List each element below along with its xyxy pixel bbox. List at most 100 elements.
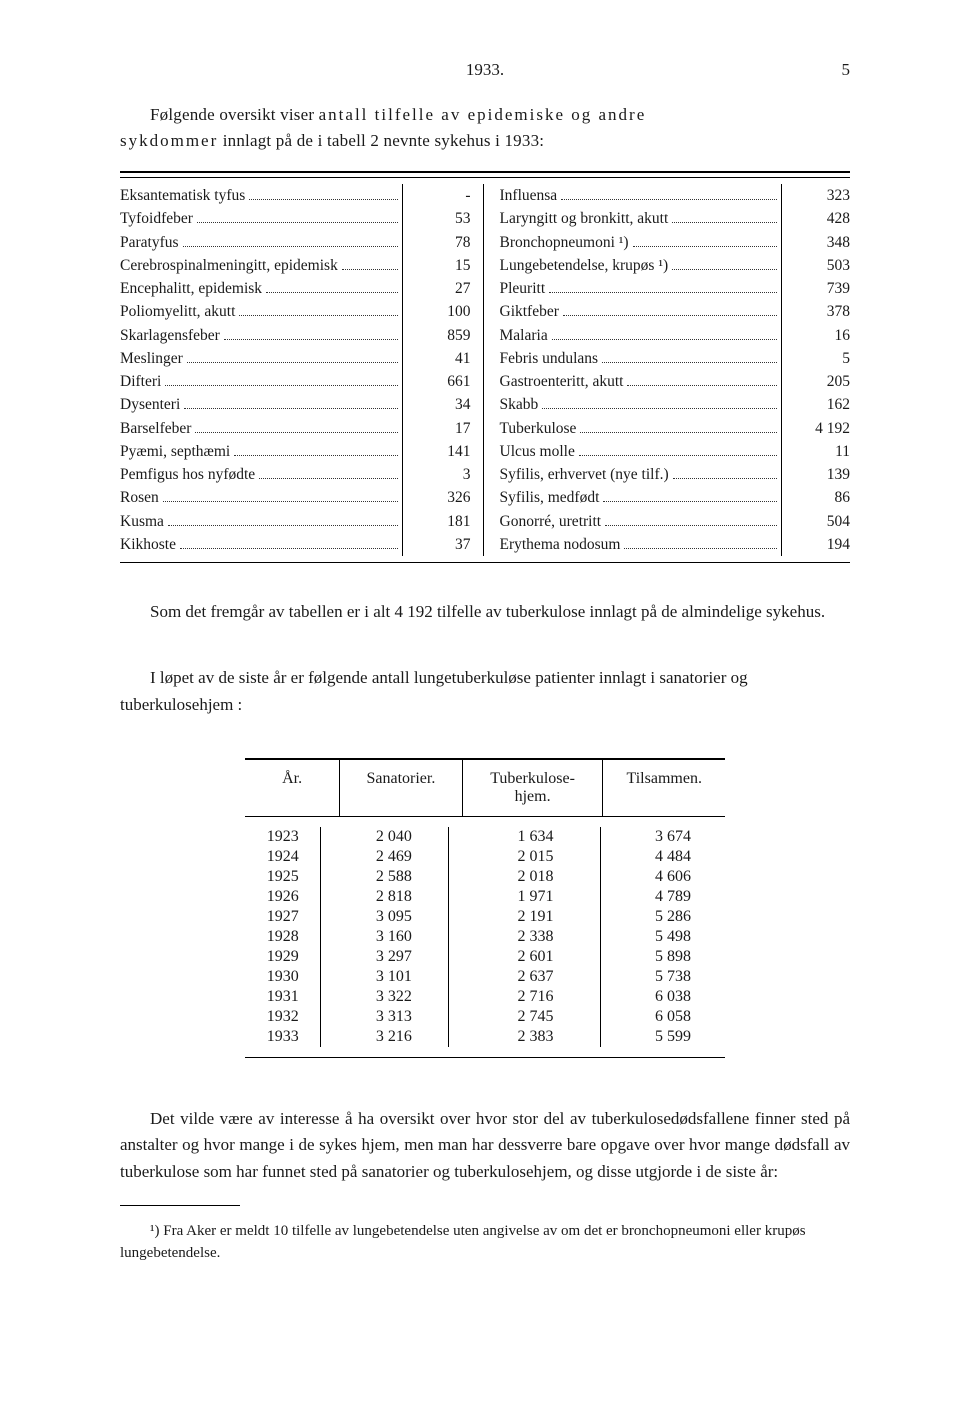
leader-dots [234, 455, 397, 456]
cell-tub: 1 634 [449, 827, 601, 847]
disease-name: Paratyfus [120, 231, 179, 254]
sanatorier-table: År. Sanatorier. Tuberkulose- hjem. Tilsa… [245, 758, 725, 1058]
disease-name: Tuberkulose [500, 417, 577, 440]
disease-row: Influensa323 [500, 184, 851, 207]
leader-dots [342, 269, 398, 270]
disease-name: Gonorré, uretritt [500, 510, 602, 533]
disease-value: 11 [781, 440, 850, 463]
leader-dots [633, 246, 777, 247]
page-header: 1933. 5 [120, 60, 850, 80]
disease-row: Malaria16 [500, 324, 851, 347]
cell-year: 1931 [245, 987, 321, 1007]
cell-year: 1927 [245, 907, 321, 927]
leader-dots [552, 339, 777, 340]
disease-value: 739 [781, 277, 850, 300]
disease-name: Gastroenteritt, akutt [500, 370, 624, 393]
disease-name: Encephalitt, epidemisk [120, 277, 262, 300]
disease-value: 15 [402, 254, 471, 277]
disease-row: Erythema nodosum194 [500, 533, 851, 556]
sanatorier-row: 19242 4692 0154 484 [245, 847, 725, 867]
col-year-header: År. [245, 758, 340, 817]
disease-value: 139 [781, 463, 850, 486]
table-top-rule [120, 171, 850, 178]
cell-year: 1932 [245, 1007, 321, 1027]
disease-name: Pleuritt [500, 277, 546, 300]
disease-value: - [402, 184, 471, 207]
disease-value: 205 [781, 370, 850, 393]
disease-name: Pemfigus hos nyfødte [120, 463, 255, 486]
disease-row: Lungebetendelse, krupøs ¹)503 [500, 254, 851, 277]
cell-tub: 2 383 [449, 1027, 601, 1047]
leader-dots [168, 525, 398, 526]
disease-name: Skabb [500, 393, 539, 416]
disease-row: Kikhoste37 [120, 533, 471, 556]
sanatorier-row: 19273 0952 1915 286 [245, 907, 725, 927]
cell-san: 3 160 [321, 927, 449, 947]
disease-name: Dysenteri [120, 393, 180, 416]
cell-san: 3 101 [321, 967, 449, 987]
cell-til: 5 286 [601, 907, 726, 927]
cell-san: 2 588 [321, 867, 449, 887]
cell-san: 3 297 [321, 947, 449, 967]
disease-value: 162 [781, 393, 850, 416]
leader-dots [605, 525, 777, 526]
disease-value: 859 [402, 324, 471, 347]
disease-row: Skarlagensfeber859 [120, 324, 471, 347]
disease-column-right: Influensa323Laryngitt og bronkitt, akutt… [484, 184, 851, 556]
disease-name: Lungebetendelse, krupøs ¹) [500, 254, 669, 277]
col-sanatorier-header: Sanatorier. [340, 758, 463, 817]
cell-san: 2 469 [321, 847, 449, 867]
disease-row: Tuberkulose4 192 [500, 417, 851, 440]
leader-dots [603, 501, 777, 502]
cell-year: 1930 [245, 967, 321, 987]
cell-year: 1923 [245, 827, 321, 847]
disease-name: Febris undulans [500, 347, 599, 370]
leader-dots [563, 315, 777, 316]
disease-row: Meslinger41 [120, 347, 471, 370]
disease-row: Tyfoidfeber53 [120, 207, 471, 230]
disease-row: Kusma181 [120, 510, 471, 533]
disease-row: Ulcus molle11 [500, 440, 851, 463]
cell-til: 5 498 [601, 927, 726, 947]
disease-row: Syfilis, medfødt86 [500, 486, 851, 509]
leader-dots [672, 269, 777, 270]
cell-til: 6 038 [601, 987, 726, 1007]
leader-dots [561, 199, 777, 200]
sanatorier-row: 19303 1012 6375 738 [245, 967, 725, 987]
disease-name: Syfilis, erhvervet (nye tilf.) [500, 463, 669, 486]
disease-row: Eksantematisk tyfus- [120, 184, 471, 207]
disease-row: Gonorré, uretritt 504 [500, 510, 851, 533]
leader-dots [549, 292, 777, 293]
leader-dots [580, 432, 777, 433]
cell-tub: 2 716 [449, 987, 601, 1007]
cell-san: 3 095 [321, 907, 449, 927]
leader-dots [239, 315, 397, 316]
disease-value: 326 [402, 486, 471, 509]
sanatorier-row: 19293 2972 6015 898 [245, 947, 725, 967]
cell-tub: 2 338 [449, 927, 601, 947]
disease-row: Poliomyelitt, akutt100 [120, 300, 471, 323]
table-bottom-rule [120, 562, 850, 563]
disease-value: 504 [781, 510, 850, 533]
cell-year: 1926 [245, 887, 321, 907]
intro-prefix: Følgende oversikt viser [150, 105, 319, 124]
leader-dots [672, 222, 777, 223]
leader-dots [180, 548, 398, 549]
cell-year: 1928 [245, 927, 321, 947]
disease-row: Cerebrospinalmeningitt, epidemisk15 [120, 254, 471, 277]
cell-tub: 2 191 [449, 907, 601, 927]
col-tilsammen-header: Tilsammen. [603, 758, 725, 817]
disease-row: Giktfeber378 [500, 300, 851, 323]
leader-dots [542, 408, 777, 409]
disease-row: Pemfigus hos nyfødte3 [120, 463, 471, 486]
cell-til: 6 058 [601, 1007, 726, 1027]
cell-year: 1924 [245, 847, 321, 867]
disease-row: Paratyfus78 [120, 231, 471, 254]
leader-dots [259, 478, 397, 479]
sanatorier-row: 19313 3222 7166 038 [245, 987, 725, 1007]
cell-tub: 2 637 [449, 967, 601, 987]
disease-value: 661 [402, 370, 471, 393]
leader-dots [187, 362, 398, 363]
disease-value: 41 [402, 347, 471, 370]
disease-value: 100 [402, 300, 471, 323]
